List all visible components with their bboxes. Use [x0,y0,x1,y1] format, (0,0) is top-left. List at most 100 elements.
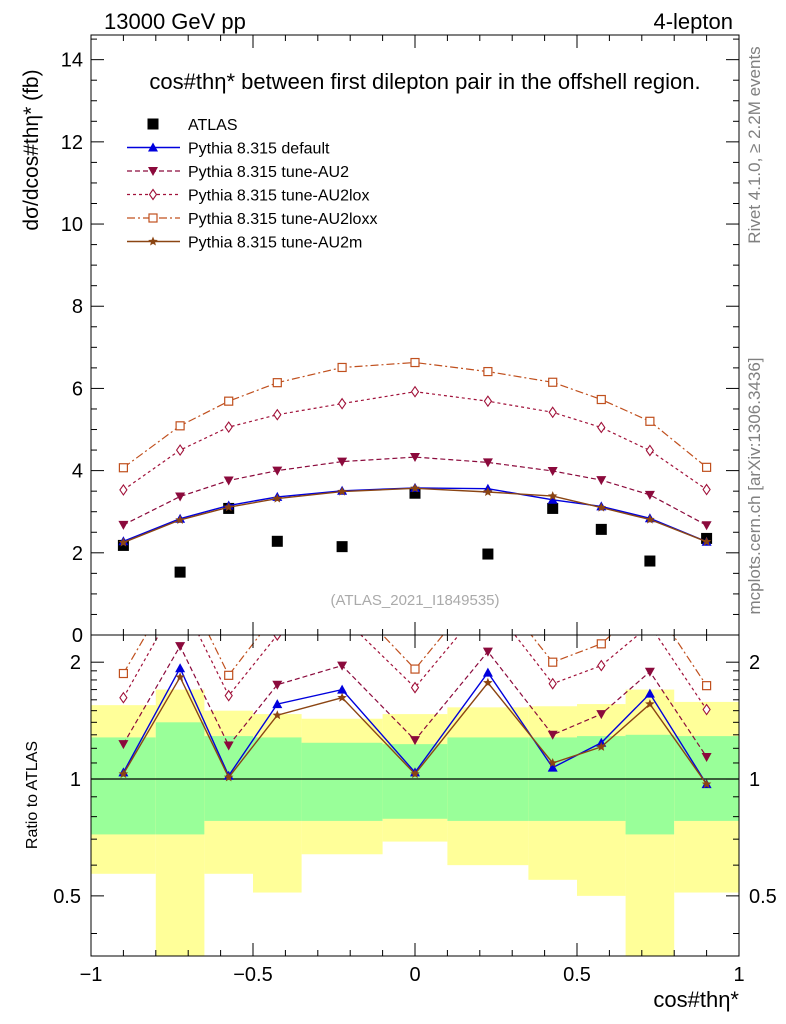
uncertainty-band-1sigma [155,722,205,835]
point-au2 [547,467,558,477]
ratio-y-tick-label: 1 [70,769,81,791]
point-au2 [175,492,186,502]
ratio-point-au2lox [646,620,653,630]
ratio-point-au2loxx [273,608,281,616]
point-au2loxx [118,463,129,473]
y-tick-label: 2 [72,543,83,565]
ratio-point-default [337,684,348,694]
ratio-point-au2m [410,769,420,779]
ratio-y-tick-label-right: 1 [749,769,760,791]
ratio-point-au2loxx [596,639,606,649]
ratio-point-au2lox [548,677,557,690]
legend-marker-atlas [147,118,159,130]
ratio-point-au2loxx [224,670,234,680]
ratio-point-au2 [272,680,283,690]
ratio-point-au2loxx [646,596,654,604]
uncertainty-band-1sigma [301,742,383,821]
point-atlas [174,566,186,578]
ratio-point-au2m [701,779,712,789]
ratio-point-au2lox [119,691,128,704]
header-energy: 13000 GeV pp [104,9,246,34]
point-au2 [272,466,283,476]
y-tick-label: 14 [61,50,83,72]
point-au2m [701,536,712,546]
ratio-line-au2lox [122,635,708,710]
point-au2m [410,483,420,493]
point-au2 [701,521,712,531]
ratio-point-au2lox [597,659,606,672]
legend: ATLAS Pythia 8.315 default Pythia 8.315 tu… [127,117,377,252]
point-au2m [483,487,493,496]
point-au2 [482,458,493,468]
ratio-point-au2loxx [118,668,129,679]
ratio-point-au2 [482,647,493,657]
point-au2lox [273,408,282,421]
point-au2m [223,502,234,512]
point-atlas [644,555,656,567]
ratio-point-au2 [337,661,348,671]
uncertainty-band-1sigma [91,737,156,835]
legend-label-au2m: Pythia 8.315 tune-AU2m [188,235,362,252]
ratio-point-default [547,762,558,772]
point-au2loxx [548,377,558,387]
y-tick-label: 6 [72,378,83,400]
y-tick-label: 10 [61,214,83,236]
series-line-au2loxx [123,361,707,469]
ratio-point-au2loxx [548,657,558,667]
uncertainty-band-1sigma [625,734,675,835]
point-au2loxx [701,462,712,472]
ratio-point-au2m [272,710,283,720]
legend-marker-au2 [148,167,158,176]
point-au2m [547,491,558,501]
ratio-point-au2lox [702,703,711,716]
ratio-point-au2 [410,736,420,746]
ratio-point-au2loxx [484,576,492,584]
x-tick-label: 0 [409,964,420,986]
ratio-point-au2lox [224,689,233,702]
ratio-point-au2 [644,667,655,677]
ratio-point-au2m [547,758,558,767]
point-au2m [645,514,655,524]
legend-marker-default [148,142,158,152]
x-tick-label: 0.5 [563,964,591,986]
ratio-panel: 0.5 0.5 1 1 2 2 −1 −0.5 0 0.5 1 Ratio to ATLAS cos… [24,576,777,1012]
header-process: 4-lepton [653,9,733,34]
uncertainty-band-1sigma [382,744,448,819]
point-au2loxx [224,396,234,406]
point-atlas [409,487,421,499]
y-tick-label: 8 [72,296,83,318]
ratio-point-au2 [223,741,234,751]
point-au2m [175,514,185,524]
point-atlas [482,548,494,560]
ratio-point-au2m [596,741,607,751]
point-atlas [595,523,607,535]
point-au2 [337,457,348,467]
ratio-point-au2 [175,642,186,652]
point-au2loxx [410,357,420,368]
ratio-point-au2lox [273,635,282,641]
ratio-point-au2m [175,672,185,682]
legend-marker-au2lox [148,188,158,201]
ratio-ylabel: Ratio to ATLAS [24,741,41,849]
point-au2lox [702,483,711,496]
legend-label-au2loxx: Pythia 8.315 tune-AU2loxx [188,211,377,228]
legend-label-au2lox: Pythia 8.315 tune-AU2lox [188,188,369,205]
ratio-point-au2lox [177,592,184,602]
ratio-y-tick-label: 2 [70,652,81,674]
point-au2loxx [645,416,655,426]
point-au2lox [483,395,493,408]
ratio-point-au2 [118,740,129,750]
point-au2lox [645,444,655,457]
ratio-point-default [272,699,283,709]
series-line-au2 [123,456,707,526]
ratio-point-au2lox [339,612,346,622]
point-atlas [271,535,283,547]
point-atlas [117,539,129,551]
ratio-y-tick-label-right: 0.5 [749,886,777,908]
point-au2m [118,537,129,547]
point-au2lox [224,421,233,434]
point-au2loxx [272,378,282,388]
rivet-version-label: Rivet 4.1.0, ≥ 2.2M events [745,46,764,243]
point-au2 [596,476,607,486]
legend-label-au2: Pythia 8.315 tune-AU2 [188,164,349,181]
